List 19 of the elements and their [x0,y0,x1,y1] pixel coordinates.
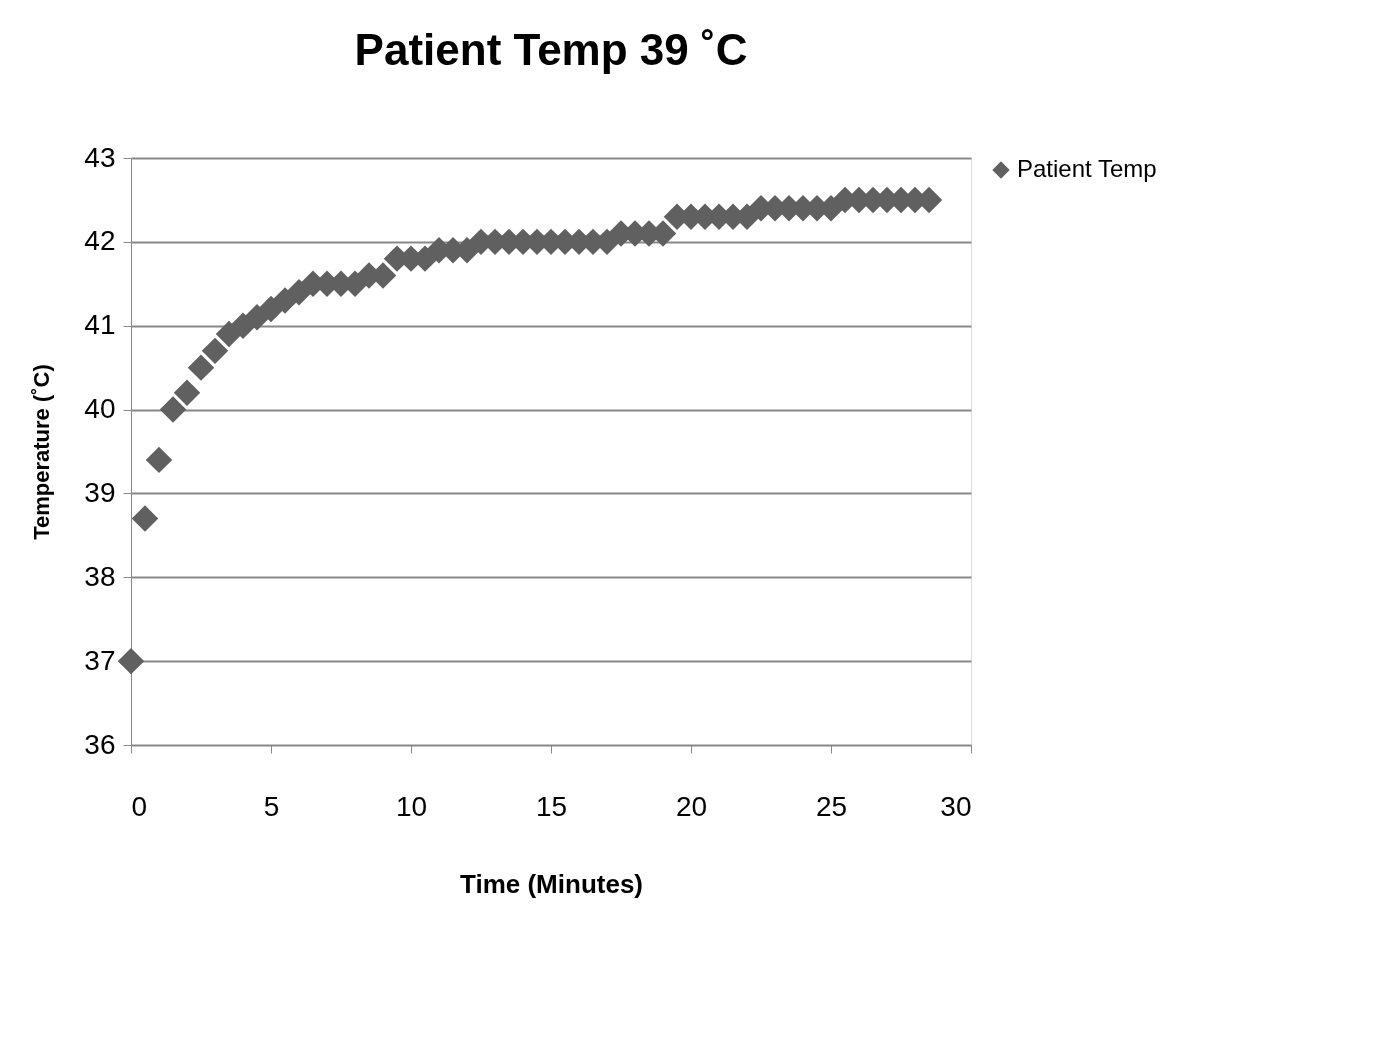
legend-label: Patient Temp [1017,155,1157,182]
y-tick-label: 39 [84,476,116,508]
y-tick-label: 41 [84,309,116,341]
y-tick-label: 40 [84,393,116,425]
x-tick-label: 0 [131,790,148,822]
y-tick-label: 37 [84,644,116,676]
y-axis-title: Temperature (˚C) [29,364,55,540]
y-tick-label: 38 [84,560,116,592]
x-axis-title: Time (Minutes) [460,868,643,899]
chart-title: Patient Temp 39 ˚C [354,25,748,74]
y-tick-label: 36 [84,728,116,760]
x-tick-label: 20 [675,790,708,822]
y-tick-label: 42 [84,225,116,257]
x-tick-label: 15 [535,790,568,822]
x-tick-label: 25 [815,790,848,822]
y-tick-label: 43 [84,141,116,173]
x-tick-label: 30 [940,790,972,822]
x-tick-label: 5 [263,790,280,822]
x-tick-label: 10 [395,790,428,822]
